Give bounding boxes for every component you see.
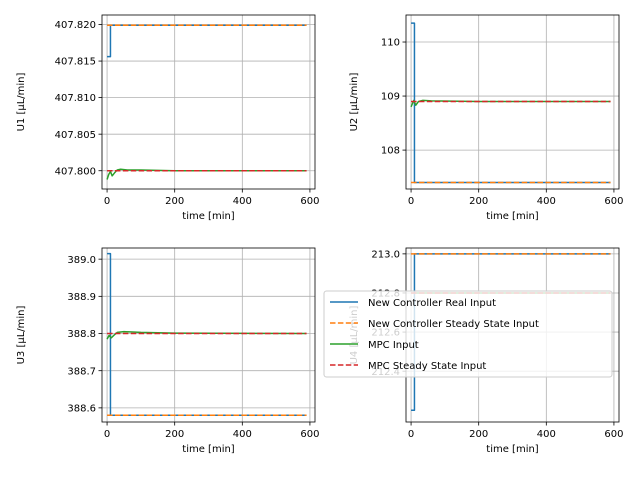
y-tick-label: 407.815 <box>55 57 96 68</box>
x-tick-label: 400 <box>233 196 252 207</box>
y-tick-label: 108 <box>381 146 400 157</box>
legend-frame <box>323 290 613 378</box>
legend-item: MPC Input <box>330 340 419 351</box>
x-tick-label: 0 <box>408 196 414 207</box>
y-tick-label: 407.800 <box>55 166 96 177</box>
series-group <box>106 24 307 180</box>
y-tick-label: 388.8 <box>67 329 96 340</box>
x-tick-label: 200 <box>165 196 184 207</box>
x-tick-label: 600 <box>604 429 623 440</box>
x-tick-label: 200 <box>469 429 488 440</box>
series-group <box>106 252 307 417</box>
y-tick-label: 388.9 <box>67 292 96 303</box>
y-tick-label: 213.0 <box>371 249 400 260</box>
y-tick-label: 389.0 <box>67 255 96 266</box>
legend-item: New Controller Real Input <box>330 298 496 309</box>
series-line-1 <box>107 252 307 417</box>
subplot-u3: 0 200 400 600 388.6 388.7 388.8 388.9 389.0 time … <box>16 247 319 455</box>
y-axis-label: U2 [µL/min] <box>349 72 360 131</box>
x-tick-label: 600 <box>300 429 319 440</box>
x-tick-label: 600 <box>604 196 623 207</box>
y-tick-label: 407.810 <box>55 93 96 104</box>
axes-frame <box>101 14 316 190</box>
legend-label: MPC Steady State Input <box>368 361 486 372</box>
series-line-1 <box>107 24 307 58</box>
x-axis-label: time [min] <box>182 444 235 455</box>
x-tick-label: 0 <box>104 429 110 440</box>
series-group <box>410 22 611 184</box>
x-axis-label: time [min] <box>486 211 539 222</box>
legend-label: MPC Input <box>368 340 419 351</box>
axes-frame <box>405 14 620 190</box>
legend-item: MPC Steady State Input <box>330 361 486 372</box>
x-tick-label: 200 <box>469 196 488 207</box>
x-tick-label: 400 <box>233 429 252 440</box>
y-tick-label: 407.820 <box>55 20 96 31</box>
y-tick-label: 388.6 <box>67 403 96 414</box>
x-tick-label: 400 <box>537 429 556 440</box>
x-tick-label: 0 <box>408 429 414 440</box>
x-axis-label: time [min] <box>486 444 539 455</box>
x-axis-label: time [min] <box>182 211 235 222</box>
subplot-u1: 0 200 400 600 407.800 407.805 407.810 407.815 40… <box>16 14 319 222</box>
y-axis-label: U3 [µL/min] <box>16 305 27 364</box>
subplot-u2: 0 200 400 600 108 109 110 time [min] U2 [µL/min] <box>349 14 623 222</box>
y-tick-label: 407.805 <box>55 130 96 141</box>
x-tick-label: 0 <box>104 196 110 207</box>
x-tick-label: 200 <box>165 429 184 440</box>
y-tick-label: 388.7 <box>67 366 96 377</box>
legend: New Controller Real Input New Controller … <box>323 290 613 378</box>
y-tick-label: 110 <box>381 38 400 49</box>
legend-item: New Controller Steady State Input <box>330 319 539 330</box>
x-tick-label: 600 <box>300 196 319 207</box>
y-axis-label: U1 [µL/min] <box>16 72 27 131</box>
subplot-grid: 0 200 400 600 407.800 407.805 407.810 407.815 40… <box>16 14 623 455</box>
y-tick-label: 109 <box>381 92 400 103</box>
legend-label: New Controller Steady State Input <box>368 319 539 330</box>
legend-label: New Controller Real Input <box>368 298 496 309</box>
axes-frame <box>101 247 316 423</box>
x-tick-label: 400 <box>537 196 556 207</box>
